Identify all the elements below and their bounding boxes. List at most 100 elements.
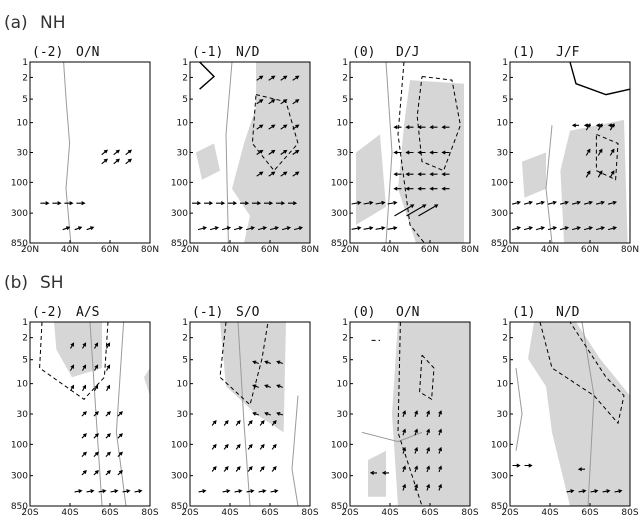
y-tick-label: 30 (497, 149, 509, 159)
flux-arrow (269, 226, 280, 231)
y-tick-label: 30 (337, 149, 349, 159)
x-tick-label: 40S (381, 508, 398, 518)
flux-arrow (417, 172, 426, 177)
flux-arrow (216, 201, 226, 206)
flux-arrow (583, 200, 594, 205)
x-tick-label: 40S (221, 508, 238, 518)
negative-contour (397, 61, 425, 244)
y-tick-label: 5 (342, 95, 348, 105)
flux-arrow (40, 201, 50, 206)
y-tick-label: 100 (11, 440, 28, 450)
flux-arrow (607, 200, 618, 205)
negative-contour (219, 321, 269, 406)
y-tick-label: 2 (22, 73, 28, 83)
panel-lag: (-1) (192, 305, 223, 320)
significance-shading (522, 152, 546, 198)
flux-arrow (252, 384, 259, 389)
y-tick-label: 1 (22, 318, 28, 328)
flux-arrow (246, 489, 255, 494)
flux-arrow (240, 201, 250, 206)
y-tick-label: 1 (502, 58, 508, 68)
flux-arrow (209, 226, 220, 231)
flux-arrow (393, 125, 402, 130)
flux-arrow (93, 469, 99, 476)
flux-arrow (595, 200, 606, 205)
flux-arrow (235, 443, 241, 450)
flux-arrow (264, 201, 274, 206)
y-tick-label: 850 (331, 502, 348, 512)
y-tick-label: 850 (331, 239, 348, 249)
flux-arrow (351, 226, 362, 231)
flux-arrow (211, 443, 217, 450)
y-tick-label: 5 (22, 356, 28, 366)
flux-arrow (418, 204, 439, 217)
panel-months: S/O (236, 305, 260, 320)
x-tick-label: 80N (461, 245, 479, 255)
flux-arrow (268, 171, 276, 177)
y-tick-label: 5 (22, 95, 28, 105)
flux-arrow (535, 226, 546, 231)
flux-arrow (292, 171, 300, 177)
panel-months: N/D (236, 45, 260, 60)
x-tick-label: 40N (381, 245, 399, 255)
significance-shading (144, 368, 150, 396)
flux-arrow (512, 463, 521, 468)
flux-arrow (74, 489, 83, 494)
x-tick-label: 40N (221, 245, 239, 255)
flux-arrow (583, 226, 594, 231)
flux-arrow (281, 226, 292, 231)
flux-arrow (438, 446, 443, 454)
flux-arrow (405, 150, 414, 155)
y-tick-label: 5 (182, 95, 188, 105)
x-tick-label: 60S (581, 508, 598, 518)
flux-arrow (607, 226, 618, 231)
flux-arrow (566, 489, 575, 494)
x-tick-label: 40S (61, 508, 78, 518)
y-tick-label: 30 (497, 410, 509, 420)
y-tick-label: 850 (491, 239, 508, 249)
flux-arrow (280, 75, 288, 81)
flux-arrow (256, 171, 264, 177)
positive-contour (569, 61, 631, 96)
x-tick-label: 20S (341, 508, 358, 518)
x-tick-label: 20N (341, 245, 359, 255)
flux-arrow (595, 226, 606, 231)
panel-months: O/N (76, 45, 99, 60)
flux-arrow (429, 186, 438, 191)
flux-arrow (198, 489, 207, 494)
y-tick-label: 100 (331, 178, 348, 188)
negative-contour (251, 94, 299, 172)
flux-arrow (271, 443, 277, 450)
negative-contour (595, 133, 619, 181)
flux-arrow (270, 489, 279, 494)
y-tick-label: 2 (502, 334, 508, 344)
flux-arrow (101, 158, 108, 165)
flux-arrow (223, 420, 229, 426)
flux-arrow (257, 226, 268, 231)
y-tick-label: 2 (502, 73, 508, 83)
flux-arrow (523, 226, 534, 231)
y-tick-label: 10 (497, 380, 509, 390)
flux-arrow (252, 411, 259, 416)
x-tick-label: 80S (461, 508, 478, 518)
flux-arrow (256, 124, 264, 130)
flux-arrow (125, 158, 132, 165)
flux-arrow (607, 123, 615, 128)
x-tick-label: 60N (581, 245, 599, 255)
flux-arrow (268, 75, 276, 81)
y-tick-label: 10 (177, 119, 189, 129)
flux-arrow (597, 170, 603, 178)
flux-arrow (288, 201, 298, 206)
flux-arrow (375, 200, 386, 205)
significance-shading (368, 450, 386, 497)
y-tick-label: 1 (342, 58, 348, 68)
flux-arrow (256, 149, 264, 155)
flux-arrow (211, 420, 217, 426)
flux-arrow (292, 99, 300, 105)
flux-arrow (292, 124, 300, 130)
y-tick-label: 5 (502, 356, 508, 366)
negative-contour (416, 76, 461, 172)
y-tick-label: 2 (342, 334, 348, 344)
